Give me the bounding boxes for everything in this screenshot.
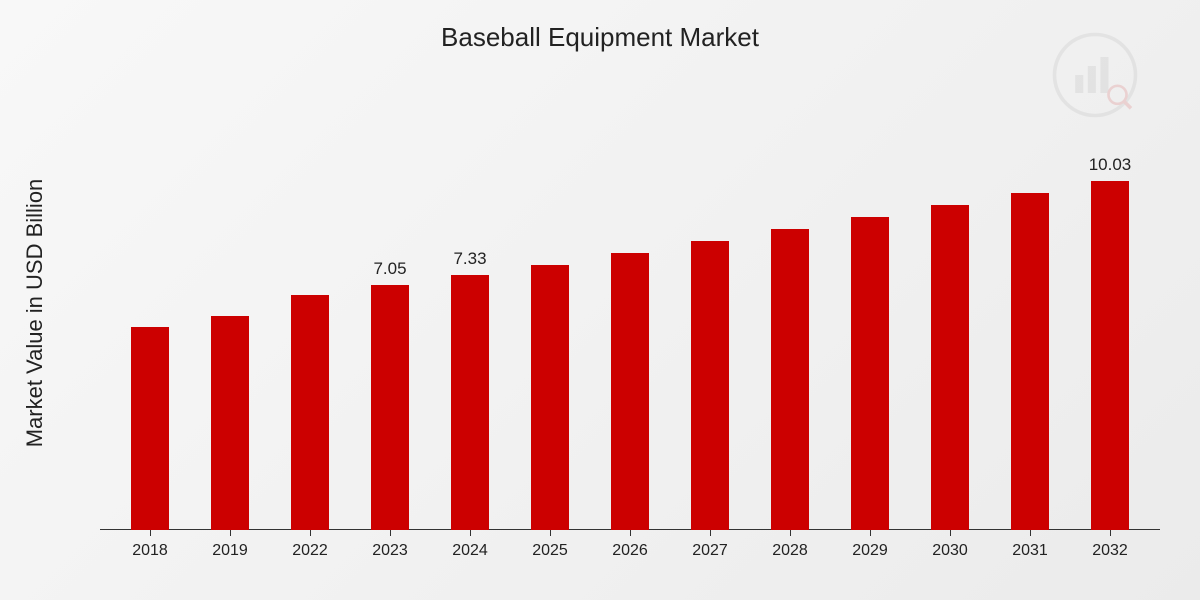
- x-axis-label: 2019: [190, 542, 270, 560]
- x-axis-label: 2030: [910, 542, 990, 560]
- x-axis-label: 2025: [510, 542, 590, 560]
- x-tick: [710, 530, 711, 536]
- bar: [291, 295, 329, 530]
- bar-wrapper: 7.33: [430, 130, 510, 530]
- x-tick: [790, 530, 791, 536]
- chart-title: Baseball Equipment Market: [441, 22, 759, 53]
- x-tick: [870, 530, 871, 536]
- bar: [851, 217, 889, 530]
- bar: [771, 229, 809, 530]
- bar: [1091, 181, 1129, 530]
- x-axis-label: 2032: [1070, 542, 1150, 560]
- bar-wrapper: [270, 130, 350, 530]
- x-tick: [630, 530, 631, 536]
- bar-wrapper: [830, 130, 910, 530]
- bar-value-label: 10.03: [1089, 155, 1132, 175]
- x-axis-label: 2023: [350, 542, 430, 560]
- x-axis-label: 2027: [670, 542, 750, 560]
- bar: [211, 316, 249, 530]
- x-tick: [1110, 530, 1111, 536]
- x-axis-label: 2026: [590, 542, 670, 560]
- bar: [1011, 193, 1049, 530]
- watermark-logo: [1050, 30, 1140, 120]
- x-tick: [310, 530, 311, 536]
- x-axis-label: 2031: [990, 542, 1070, 560]
- bar: [611, 253, 649, 530]
- bar-wrapper: [590, 130, 670, 530]
- bar-wrapper: [510, 130, 590, 530]
- x-axis-label: 2029: [830, 542, 910, 560]
- y-axis-label: Market Value in USD Billion: [22, 179, 48, 448]
- bar: [131, 327, 169, 530]
- bar-wrapper: [670, 130, 750, 530]
- bar-wrapper: [110, 130, 190, 530]
- bar-wrapper: [910, 130, 990, 530]
- bar-value-label: 7.33: [453, 249, 486, 269]
- x-axis-label: 2022: [270, 542, 350, 560]
- bar: [691, 241, 729, 530]
- x-tick: [550, 530, 551, 536]
- x-axis-label: 2018: [110, 542, 190, 560]
- bar-wrapper: 7.05: [350, 130, 430, 530]
- x-axis-label: 2028: [750, 542, 830, 560]
- x-labels-group: 2018201920222023202420252026202720282029…: [100, 542, 1160, 560]
- x-axis-label: 2024: [430, 542, 510, 560]
- bar: [931, 205, 969, 530]
- x-tick: [230, 530, 231, 536]
- bar: [451, 275, 489, 530]
- bar-wrapper: [190, 130, 270, 530]
- bar-value-label: 7.05: [373, 259, 406, 279]
- x-tick: [150, 530, 151, 536]
- bar-wrapper: 10.03: [1070, 130, 1150, 530]
- chart-container: Baseball Equipment Market Market Value i…: [0, 0, 1200, 600]
- bar-wrapper: [990, 130, 1070, 530]
- bar: [371, 285, 409, 530]
- x-tick: [1030, 530, 1031, 536]
- x-tick: [950, 530, 951, 536]
- bar-wrapper: [750, 130, 830, 530]
- bar: [531, 265, 569, 530]
- plot-area: 7.05 7.33 10.03: [100, 130, 1160, 530]
- x-tick: [470, 530, 471, 536]
- bars-group: 7.05 7.33 10.03: [100, 130, 1160, 530]
- x-tick: [390, 530, 391, 536]
